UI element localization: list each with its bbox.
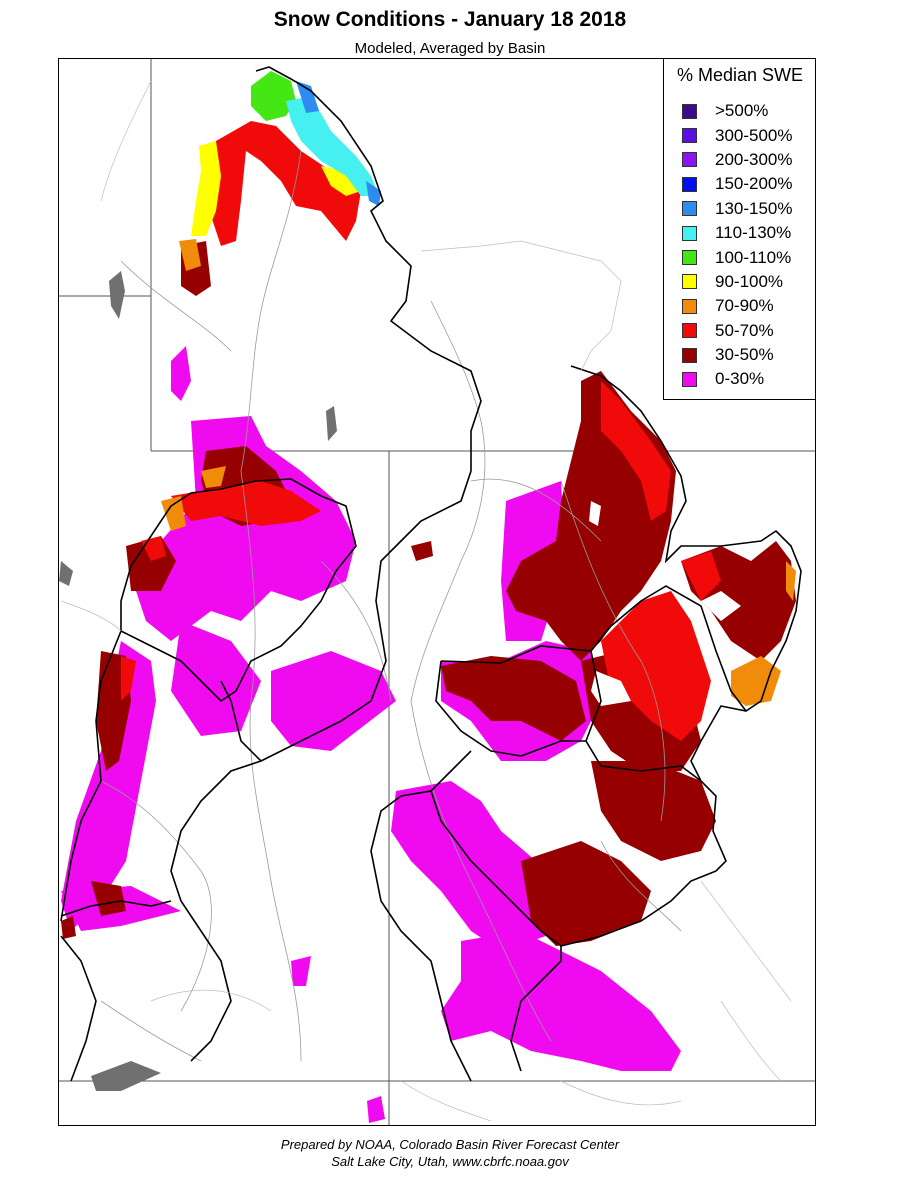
legend-item: 110-130% [682,221,793,245]
map-title: Snow Conditions - January 18 2018 [273,8,627,31]
legend-label: >500% [715,101,769,121]
credit-line-2: Salt Lake City, Utah, www.cbrfc.noaa.gov [331,1154,569,1169]
legend-swatch [682,250,697,266]
legend: % Median SWE >500% 300-500% 200-300% 150-20… [663,59,815,400]
rivers [100,150,682,1062]
snow-zone-130-150 [296,81,381,206]
legend-item: 130-150% [682,197,793,221]
legend-label: 300-500% [715,125,793,145]
legend-swatch [682,347,697,363]
legend-label: 30-50% [715,345,774,365]
legend-label: 50-70% [715,320,774,340]
legend-item: 90-100% [682,270,793,294]
legend-label: 150-200% [715,174,793,194]
legend-label: 90-100% [715,271,784,291]
snow-zone-100-110 [251,71,296,121]
credit-line-1: Prepared by NOAA, Colorado Basin River F… [280,1137,620,1152]
lakes [59,271,337,1091]
legend-item: 200-300% [682,148,793,172]
legend-swatch [682,128,697,144]
legend-item: 50-70% [682,319,793,343]
legend-swatch [682,274,697,290]
legend-title: % Median SWE [676,65,804,85]
legend-item: 70-90% [682,294,793,318]
snow-zone-110-130 [286,96,379,196]
legend-item: 0-30% [682,367,793,391]
snow-zone-70-90 [161,239,796,706]
legend-swatch [682,176,697,192]
snow-zone-50-70 [121,121,721,741]
legend-swatch [682,323,697,339]
legend-label: 0-30% [715,369,765,389]
legend-swatch [682,152,697,168]
legend-item: 150-200% [682,172,793,196]
legend-item: >500% [682,99,793,123]
legend-swatch [682,201,697,217]
legend-items: >500% 300-500% 200-300% 150-200% 130-150% 110… [682,99,793,392]
legend-swatch [682,298,697,314]
legend-swatch [682,371,697,387]
legend-swatch [682,103,697,119]
legend-item: 300-500% [682,123,793,147]
legend-label: 130-150% [715,198,793,218]
legend-item: 100-110% [682,245,793,269]
map-subtitle: Modeled, Averaged by Basin [354,40,546,57]
legend-label: 70-90% [715,296,774,316]
legend-swatch [682,225,697,241]
legend-label: 100-110% [715,247,792,267]
basin-outlines-thin [60,80,792,1122]
legend-label: 200-300% [715,149,793,169]
legend-item: 30-50% [682,343,793,367]
basin-boundaries [60,66,802,1082]
legend-label: 110-130% [715,223,792,243]
